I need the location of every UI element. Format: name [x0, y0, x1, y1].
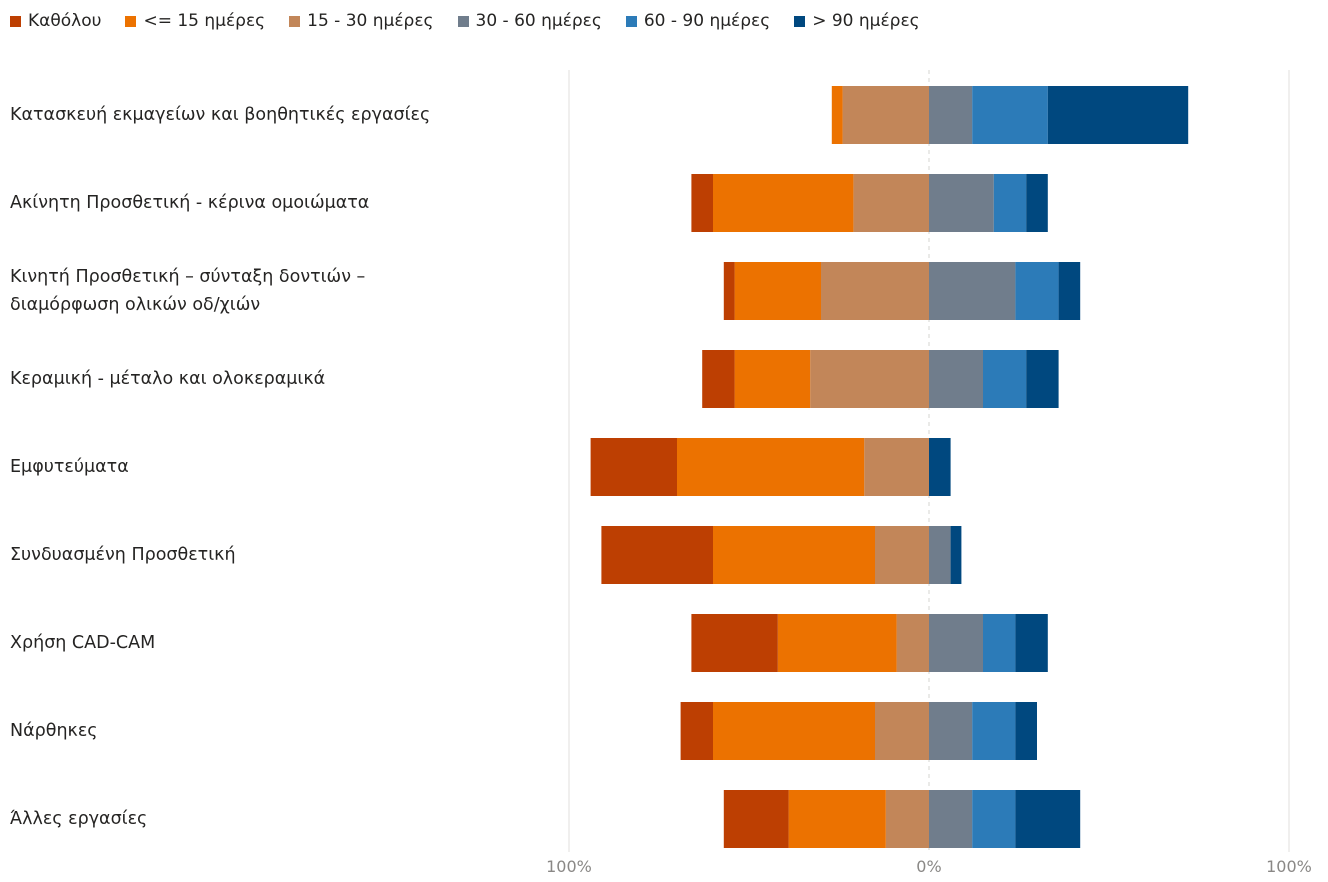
bar-segment[interactable] — [875, 526, 929, 584]
legend-item[interactable]: 15 - 30 ημέρες — [289, 11, 434, 31]
bar-segment[interactable] — [983, 614, 1016, 672]
bar-segment[interactable] — [929, 526, 951, 584]
legend-swatch — [794, 15, 806, 27]
legend-label: 60 - 90 ημέρες — [643, 11, 771, 31]
bar-segment[interactable] — [788, 790, 886, 848]
bar-segment[interactable] — [1058, 262, 1081, 320]
bar-segment[interactable] — [713, 174, 854, 232]
legend-label: 15 - 30 ημέρες — [307, 11, 434, 31]
bar-segment[interactable] — [590, 438, 677, 496]
bar-segment[interactable] — [1015, 702, 1037, 760]
bar-segment[interactable] — [691, 174, 713, 232]
bar-segment[interactable] — [601, 526, 713, 584]
bar-segment[interactable] — [972, 86, 1048, 144]
bar-segment[interactable] — [777, 614, 897, 672]
bar-segment[interactable] — [713, 526, 875, 584]
bar-segment[interactable] — [831, 86, 843, 144]
category-label-line: Ακίνητη Προσθετική - κέρινα ομοιώματα — [10, 193, 370, 213]
legend-item[interactable]: 30 - 60 ημέρες — [457, 11, 602, 31]
category-label: Συνδυασμένη Προσθετική — [10, 541, 510, 569]
bar-segment[interactable] — [677, 438, 865, 496]
bar-segment[interactable] — [929, 438, 951, 496]
category-label: Κινητή Προσθετική – σύνταξη δοντιών – δια… — [10, 263, 510, 319]
category-label-line: διαμόρφωση ολικών οδ/χιών — [10, 295, 261, 315]
legend-item[interactable]: > 90 ημέρες — [794, 11, 920, 31]
bar-segment[interactable] — [821, 262, 929, 320]
bar-segment[interactable] — [734, 350, 811, 408]
bar-segment[interactable] — [993, 174, 1027, 232]
x-tick-label: 0% — [916, 857, 942, 876]
legend-label: 30 - 60 ημέρες — [475, 11, 602, 31]
category-label: Εμφυτεύματα — [10, 453, 510, 481]
bar-segment[interactable] — [972, 702, 1016, 760]
bar-segment[interactable] — [723, 790, 789, 848]
category-label: Χρήση CAD-CAM — [10, 629, 510, 657]
legend-item[interactable]: Καθόλου — [10, 11, 101, 31]
category-label-line: Κεραμική - μέταλο και ολοκεραμικά — [10, 369, 326, 389]
bar-segment[interactable] — [929, 174, 994, 232]
bar-segment[interactable] — [896, 614, 929, 672]
legend-swatch — [125, 15, 137, 27]
chart-legend: Καθόλου <= 15 ημέρες 15 - 30 ημέρες 30 - 60… — [10, 8, 944, 34]
bar-segment[interactable] — [853, 174, 929, 232]
category-label-line: Κατασκευή εκμαγείων και βοηθητικές εργασ… — [10, 105, 431, 125]
category-label-line: Άλλες εργασίες — [10, 809, 148, 829]
bar-segment[interactable] — [983, 350, 1027, 408]
legend-label: > 90 ημέρες — [812, 11, 920, 31]
category-label: Κεραμική - μέταλο και ολοκεραμικά — [10, 365, 510, 393]
bar-segment[interactable] — [691, 614, 778, 672]
bar-segment[interactable] — [875, 702, 929, 760]
x-tick-label: 100% — [1266, 857, 1312, 876]
bar-segment[interactable] — [723, 262, 735, 320]
bar-segment[interactable] — [1015, 262, 1059, 320]
category-label-line: Εμφυτεύματα — [10, 457, 129, 477]
bar-segment[interactable] — [1015, 614, 1048, 672]
bar-segment[interactable] — [929, 86, 973, 144]
legend-swatch — [289, 15, 301, 27]
category-label-line: Κινητή Προσθετική – σύνταξη δοντιών – — [10, 267, 366, 287]
category-label: Κατασκευή εκμαγείων και βοηθητικές εργασ… — [10, 101, 510, 129]
bar-segment[interactable] — [929, 702, 973, 760]
legend-swatch — [10, 15, 21, 27]
bar-segment[interactable] — [1015, 790, 1081, 848]
legend-swatch — [625, 15, 637, 27]
legend-swatch — [457, 15, 469, 27]
bar-segment[interactable] — [810, 350, 929, 408]
bar-segment[interactable] — [929, 350, 983, 408]
x-tick-label: 100% — [546, 857, 592, 876]
category-label: Νάρθηκες — [10, 717, 510, 745]
bar-segment[interactable] — [1047, 86, 1189, 144]
bar-segment[interactable] — [929, 790, 973, 848]
bar-segment[interactable] — [950, 526, 962, 584]
bar-segment[interactable] — [929, 262, 1016, 320]
category-label-line: Χρήση CAD-CAM — [10, 633, 156, 653]
bar-segment[interactable] — [885, 790, 929, 848]
bar-segment[interactable] — [1026, 350, 1059, 408]
legend-label: <= 15 ημέρες — [143, 11, 266, 31]
bar-segment[interactable] — [680, 702, 713, 760]
category-label: Άλλες εργασίες — [10, 805, 510, 833]
category-label: Ακίνητη Προσθετική - κέρινα ομοιώματα — [10, 189, 510, 217]
legend-label: Καθόλου — [28, 11, 102, 31]
category-label-line: Συνδυασμένη Προσθετική — [10, 545, 236, 565]
bar-segment[interactable] — [713, 702, 875, 760]
bar-segment[interactable] — [864, 438, 929, 496]
bar-segment[interactable] — [842, 86, 929, 144]
bar-segment[interactable] — [972, 790, 1016, 848]
legend-item[interactable]: <= 15 ημέρες — [125, 11, 265, 31]
bar-segment[interactable] — [1026, 174, 1048, 232]
category-label-line: Νάρθηκες — [10, 721, 98, 741]
bar-segment[interactable] — [929, 614, 983, 672]
bar-segment[interactable] — [734, 262, 821, 320]
bar-segment[interactable] — [702, 350, 735, 408]
legend-item[interactable]: 60 - 90 ημέρες — [625, 11, 771, 31]
